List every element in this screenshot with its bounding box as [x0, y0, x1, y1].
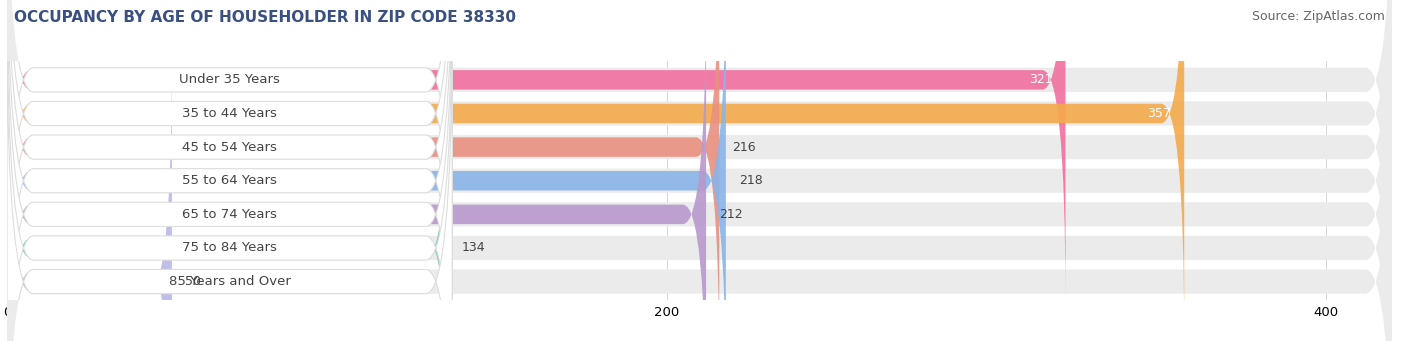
- Text: 50: 50: [186, 275, 201, 288]
- Text: 75 to 84 Years: 75 to 84 Years: [183, 241, 277, 254]
- FancyBboxPatch shape: [7, 0, 720, 341]
- FancyBboxPatch shape: [7, 0, 1392, 341]
- Text: 134: 134: [463, 241, 485, 254]
- FancyBboxPatch shape: [7, 0, 453, 341]
- FancyBboxPatch shape: [7, 0, 1392, 341]
- FancyBboxPatch shape: [7, 25, 453, 341]
- Text: 65 to 74 Years: 65 to 74 Years: [183, 208, 277, 221]
- FancyBboxPatch shape: [7, 0, 453, 341]
- Text: 216: 216: [733, 140, 756, 153]
- FancyBboxPatch shape: [7, 0, 1066, 306]
- FancyBboxPatch shape: [7, 0, 725, 341]
- FancyBboxPatch shape: [7, 0, 706, 341]
- FancyBboxPatch shape: [7, 23, 449, 341]
- Text: 55 to 64 Years: 55 to 64 Years: [183, 174, 277, 187]
- Text: 218: 218: [740, 174, 763, 187]
- FancyBboxPatch shape: [7, 0, 453, 341]
- Text: 357: 357: [1147, 107, 1171, 120]
- FancyBboxPatch shape: [7, 0, 1392, 341]
- FancyBboxPatch shape: [7, 0, 1392, 341]
- Text: 321: 321: [1029, 73, 1052, 86]
- FancyBboxPatch shape: [7, 0, 1184, 339]
- Text: 35 to 44 Years: 35 to 44 Years: [183, 107, 277, 120]
- Text: 212: 212: [720, 208, 742, 221]
- Text: OCCUPANCY BY AGE OF HOUSEHOLDER IN ZIP CODE 38330: OCCUPANCY BY AGE OF HOUSEHOLDER IN ZIP C…: [14, 10, 516, 25]
- Text: Under 35 Years: Under 35 Years: [179, 73, 280, 86]
- FancyBboxPatch shape: [7, 0, 1392, 337]
- FancyBboxPatch shape: [7, 0, 453, 341]
- Text: Source: ZipAtlas.com: Source: ZipAtlas.com: [1251, 10, 1385, 23]
- FancyBboxPatch shape: [7, 0, 453, 341]
- FancyBboxPatch shape: [7, 0, 1392, 341]
- Text: 85 Years and Over: 85 Years and Over: [169, 275, 291, 288]
- FancyBboxPatch shape: [7, 0, 453, 337]
- Text: 45 to 54 Years: 45 to 54 Years: [183, 140, 277, 153]
- FancyBboxPatch shape: [7, 56, 172, 341]
- FancyBboxPatch shape: [7, 25, 1392, 341]
